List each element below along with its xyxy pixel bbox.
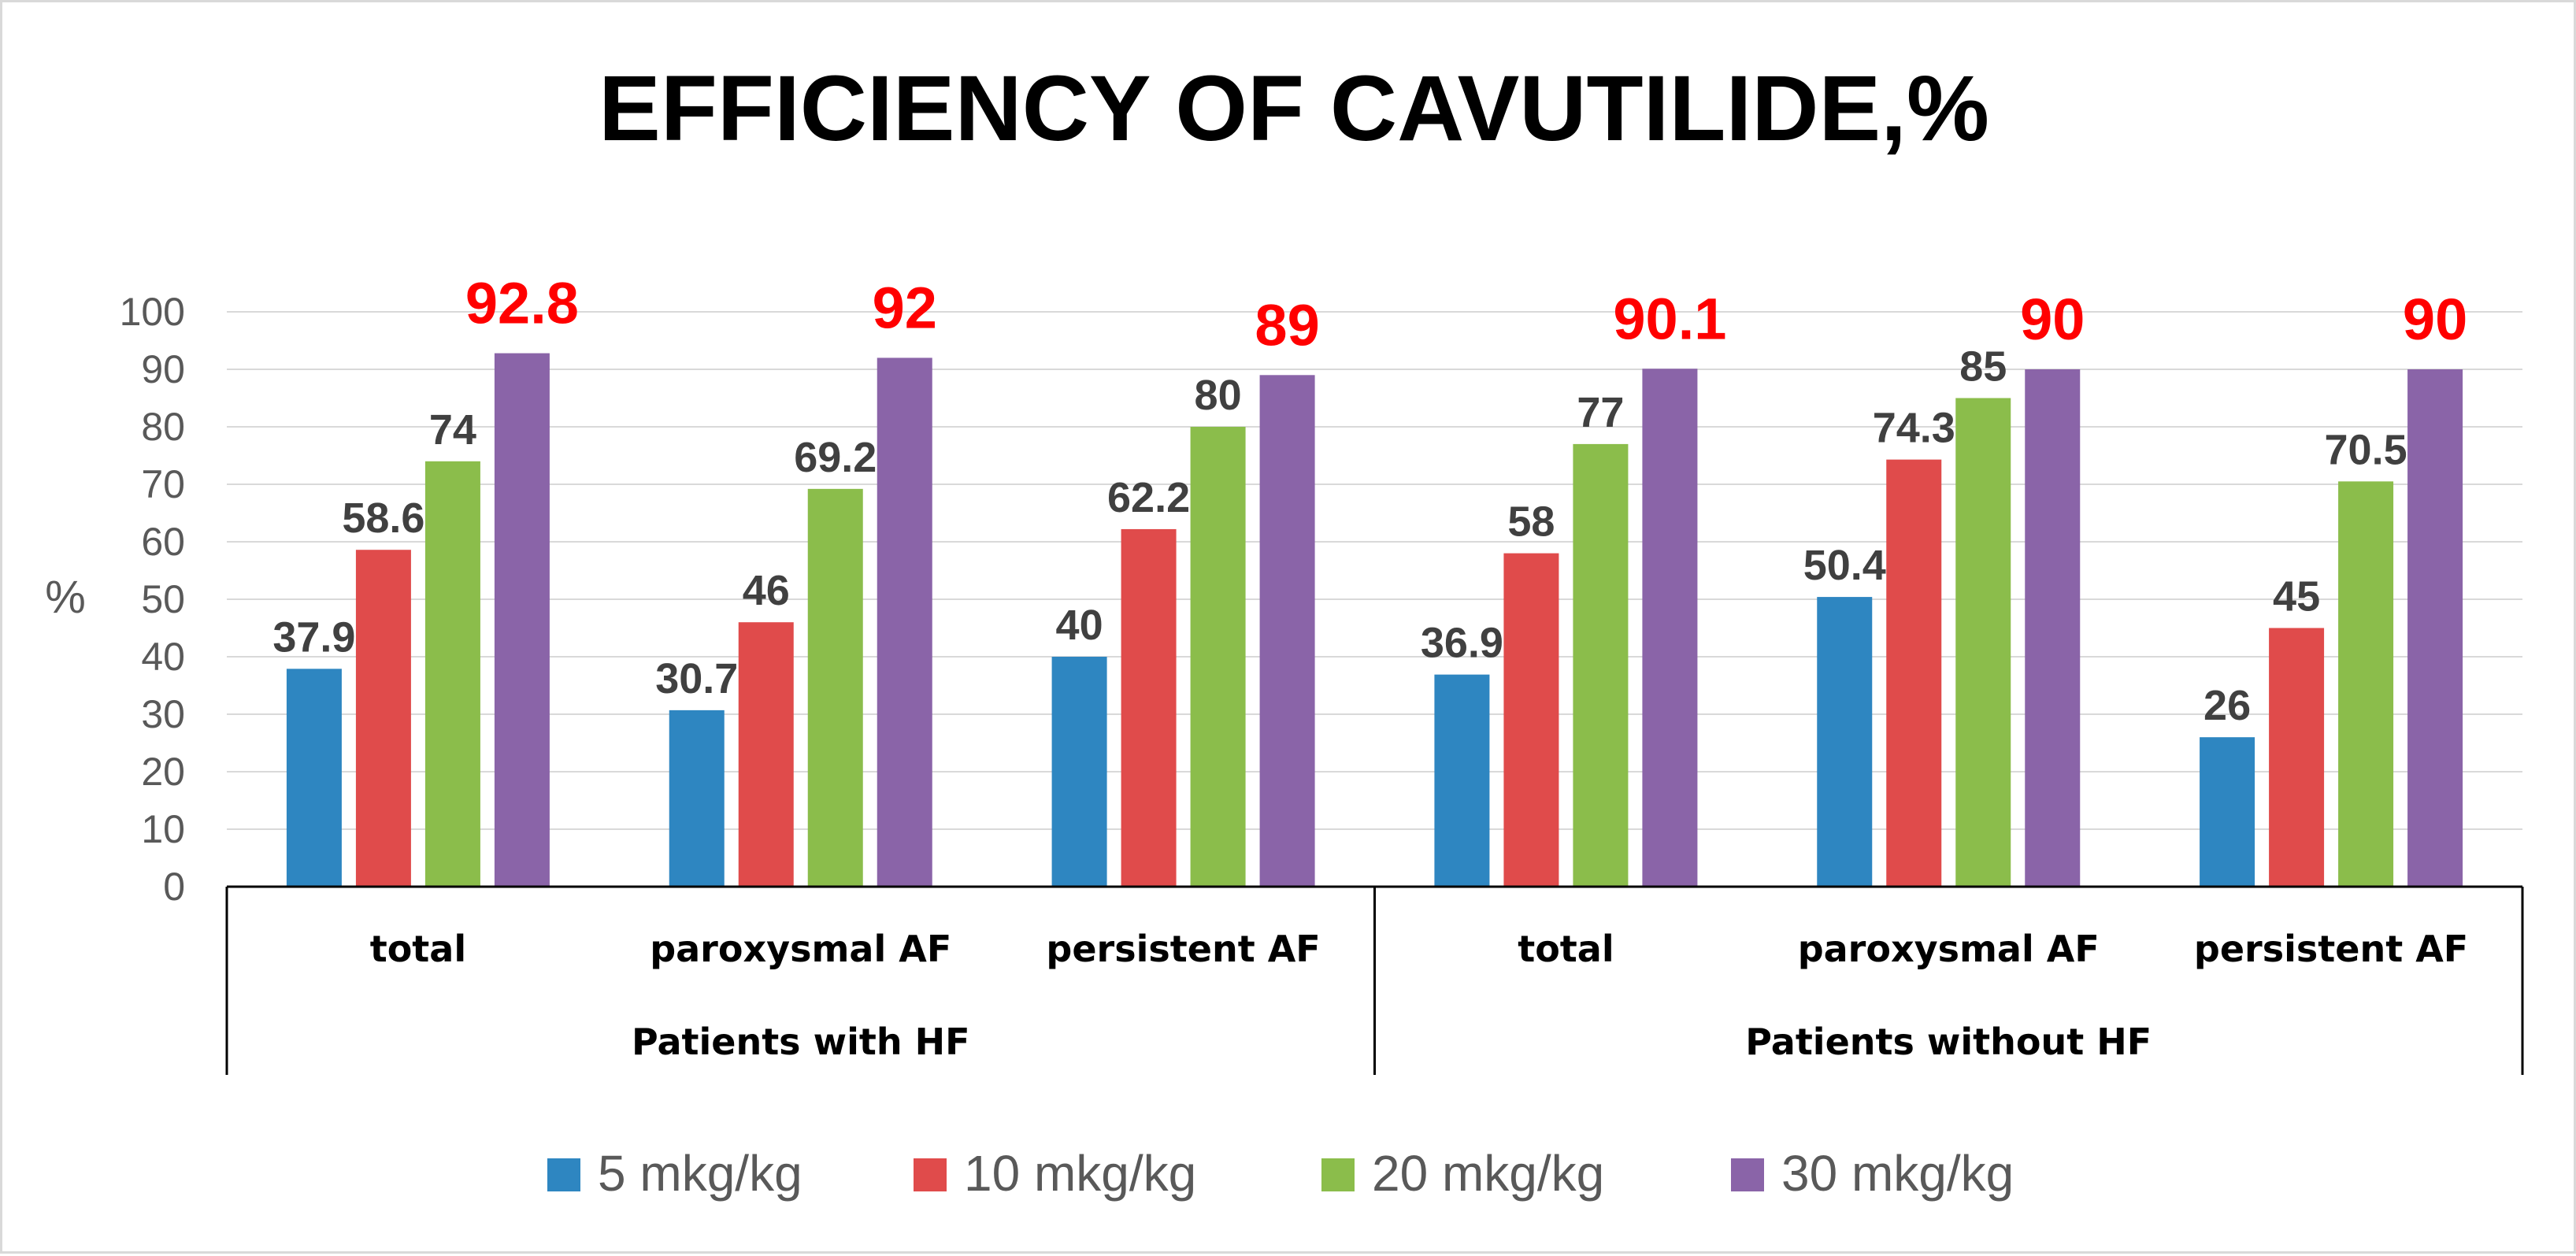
data-label: 50.4 [1803, 542, 1886, 589]
data-label: 90.1 [1613, 286, 1726, 351]
y-tick-label: 60 [141, 520, 185, 564]
data-label: 77 [1577, 389, 1624, 436]
y-tick-label: 90 [141, 347, 185, 391]
bar [669, 710, 725, 887]
bar [2338, 481, 2394, 887]
x-axis: total paroxysmal AF persistent AF total paro… [225, 885, 2524, 1075]
legend-label: 20 mkg/kg [1372, 1145, 1604, 1202]
data-label: 69.2 [794, 434, 877, 481]
y-axis-label: % [45, 572, 86, 623]
x-tick-label: persistent AF [2194, 928, 2468, 970]
data-label: 37.9 [272, 613, 355, 661]
chart-title: EFFICIENCY OF CAVUTILIDE,% [599, 57, 1989, 161]
bar [1259, 375, 1315, 887]
bar [1955, 398, 2011, 887]
data-label: 30.7 [655, 655, 738, 702]
x-tick-label: paroxysmal AF [1798, 928, 2100, 970]
data-label: 40 [1056, 602, 1103, 649]
bar [424, 461, 480, 887]
gridlines [227, 311, 2522, 830]
x-tick-label: paroxysmal AF [650, 928, 951, 970]
legend-item: 30 mkg/kg [1731, 1145, 2014, 1202]
legend-swatch [547, 1158, 580, 1191]
bar [1190, 427, 1246, 887]
data-label: 90 [2403, 287, 2467, 352]
y-tick-label: 30 [141, 692, 185, 736]
data-label: 26 [2203, 682, 2251, 729]
data-label: 45 [2273, 573, 2320, 621]
y-tick-label: 80 [141, 405, 185, 449]
data-label: 89 [1255, 292, 1319, 358]
bar [2200, 737, 2255, 887]
y-axis-ticks: 0 10 20 30 40 50 60 70 80 90 100 [120, 290, 185, 909]
bar [877, 358, 932, 887]
data-label: 92.8 [465, 271, 579, 336]
bar [1817, 597, 1873, 887]
bar [1051, 657, 1107, 887]
y-tick-label: 50 [141, 577, 185, 621]
data-label: 58 [1507, 498, 1555, 546]
data-label: 80 [1195, 372, 1242, 419]
y-tick-label: 40 [141, 635, 185, 679]
bar [2269, 628, 2325, 887]
bar [1573, 443, 1629, 887]
bars [286, 353, 2463, 887]
y-tick-label: 10 [141, 807, 185, 851]
data-label: 70.5 [2325, 426, 2407, 473]
y-tick-label: 0 [163, 865, 185, 909]
legend-item: 5 mkg/kg [547, 1145, 802, 1202]
bar [355, 550, 411, 887]
data-label: 74 [429, 406, 476, 454]
y-tick-label: 100 [120, 290, 185, 334]
bar [1434, 674, 1490, 887]
bar [738, 622, 794, 887]
legend-swatch [914, 1158, 947, 1191]
legend: 5 mkg/kg 10 mkg/kg 20 mkg/kg 30 mkg/kg [547, 1145, 2014, 1202]
x-tick-label: persistent AF [1046, 928, 1320, 970]
y-tick-label: 70 [141, 462, 185, 506]
legend-label: 5 mkg/kg [598, 1145, 802, 1202]
bar [494, 353, 550, 887]
group-label: Patients with HF [632, 1021, 970, 1063]
data-label: 92 [873, 275, 937, 340]
bar [1886, 459, 1942, 887]
bar [1642, 369, 1698, 887]
data-label: 46 [743, 567, 790, 614]
data-labels: 37.9 30.7 40 36.9 50.4 26 58.6 46 62.2 58 74.3 45 74… [272, 271, 2467, 730]
legend-item: 10 mkg/kg [914, 1145, 1196, 1202]
legend-item: 20 mkg/kg [1321, 1145, 1604, 1202]
bar [2025, 369, 2081, 887]
bar [807, 488, 863, 887]
bar [286, 669, 342, 887]
legend-swatch [1731, 1158, 1764, 1191]
data-label: 36.9 [1421, 620, 1503, 667]
x-tick-label: total [370, 928, 466, 970]
data-label: 74.3 [1873, 405, 1955, 452]
data-label: 85 [1959, 343, 2007, 391]
legend-label: 10 mkg/kg [964, 1145, 1196, 1202]
bar [1503, 553, 1559, 887]
bar [1121, 528, 1177, 887]
x-tick-label: total [1518, 928, 1614, 970]
data-label: 90 [2020, 287, 2085, 352]
legend-label: 30 mkg/kg [1781, 1145, 2014, 1202]
y-tick-label: 20 [141, 750, 185, 794]
legend-swatch [1321, 1158, 1355, 1191]
bar [2407, 369, 2463, 887]
data-label: 62.2 [1107, 474, 1190, 521]
data-label: 58.6 [342, 495, 424, 542]
group-label: Patients without HF [1745, 1021, 2152, 1063]
